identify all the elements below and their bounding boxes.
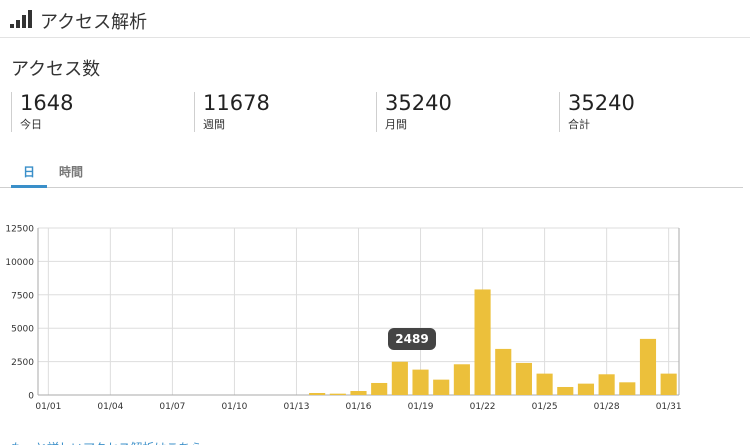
chart-bar — [660, 373, 677, 395]
tab-bar: 日 時間 — [0, 155, 743, 188]
y-tick-label: 5000 — [11, 325, 34, 335]
x-tick-label: 01/01 — [35, 402, 61, 412]
bar-tooltip: 2489 — [388, 328, 436, 350]
x-tick-label: 01/04 — [97, 402, 123, 412]
chart-bar — [350, 390, 367, 395]
x-tick-label: 01/10 — [221, 402, 247, 412]
x-tick-label: 01/16 — [346, 402, 372, 412]
stat-week: 11678 週間 — [194, 92, 270, 132]
chart-bar — [309, 392, 326, 395]
chart-bar — [639, 338, 657, 395]
chart-bar — [619, 382, 636, 395]
page-title: アクセス解析 — [40, 12, 148, 33]
chart-bar — [453, 364, 470, 395]
y-tick-label: 7500 — [11, 291, 34, 301]
x-tick-label: 01/19 — [408, 402, 434, 412]
stat-today: 1648 今日 — [11, 92, 73, 132]
detail-link[interactable]: もっと詳しいアクセス解析はこちら — [11, 439, 202, 445]
stat-value: 11678 — [203, 91, 270, 115]
stat-month: 35240 月間 — [376, 92, 452, 132]
stat-total: 35240 合計 — [559, 92, 635, 132]
chart-bar — [391, 361, 408, 395]
x-tick-label: 01/22 — [470, 402, 496, 412]
chart-bar — [536, 373, 553, 395]
x-tick-label: 01/28 — [594, 402, 620, 412]
stat-label: 週間 — [203, 118, 225, 131]
chart-bar — [598, 374, 615, 395]
section-title: アクセス数 — [11, 59, 101, 80]
x-tick-label: 01/07 — [159, 402, 185, 412]
x-tick-label: 01/31 — [656, 402, 682, 412]
stat-label: 今日 — [20, 118, 42, 131]
chart-bar — [515, 362, 532, 395]
y-tick-label: 2500 — [11, 358, 34, 368]
page-header: アクセス解析 — [0, 0, 750, 38]
chart-bar — [329, 393, 346, 395]
signal-bars-icon — [10, 10, 32, 28]
chart-bar — [495, 348, 512, 395]
stat-value: 1648 — [20, 91, 74, 115]
x-tick-label: 01/13 — [283, 402, 309, 412]
y-tick-label: 0 — [28, 392, 34, 402]
chart-bar — [557, 386, 574, 395]
stat-value: 35240 — [385, 91, 452, 115]
chart-bar — [577, 383, 595, 395]
chart-bar — [433, 379, 450, 395]
stat-label: 月間 — [385, 118, 407, 131]
access-bar-chart: 12500 10000 7500 5000 2500 001/01 01/04 01/07 01… — [5, 225, 682, 413]
stat-label: 合計 — [568, 118, 590, 131]
chart-bar — [474, 289, 491, 395]
chart-bar — [371, 382, 388, 395]
y-tick-label: 10000 — [5, 258, 34, 268]
chart-bar — [412, 369, 429, 395]
tab-hour[interactable]: 時間 — [59, 165, 84, 179]
stat-value: 35240 — [568, 91, 635, 115]
x-tick-label: 01/25 — [532, 402, 558, 412]
tab-day[interactable]: 日 — [11, 163, 47, 188]
y-tick-label: 12500 — [5, 225, 34, 235]
